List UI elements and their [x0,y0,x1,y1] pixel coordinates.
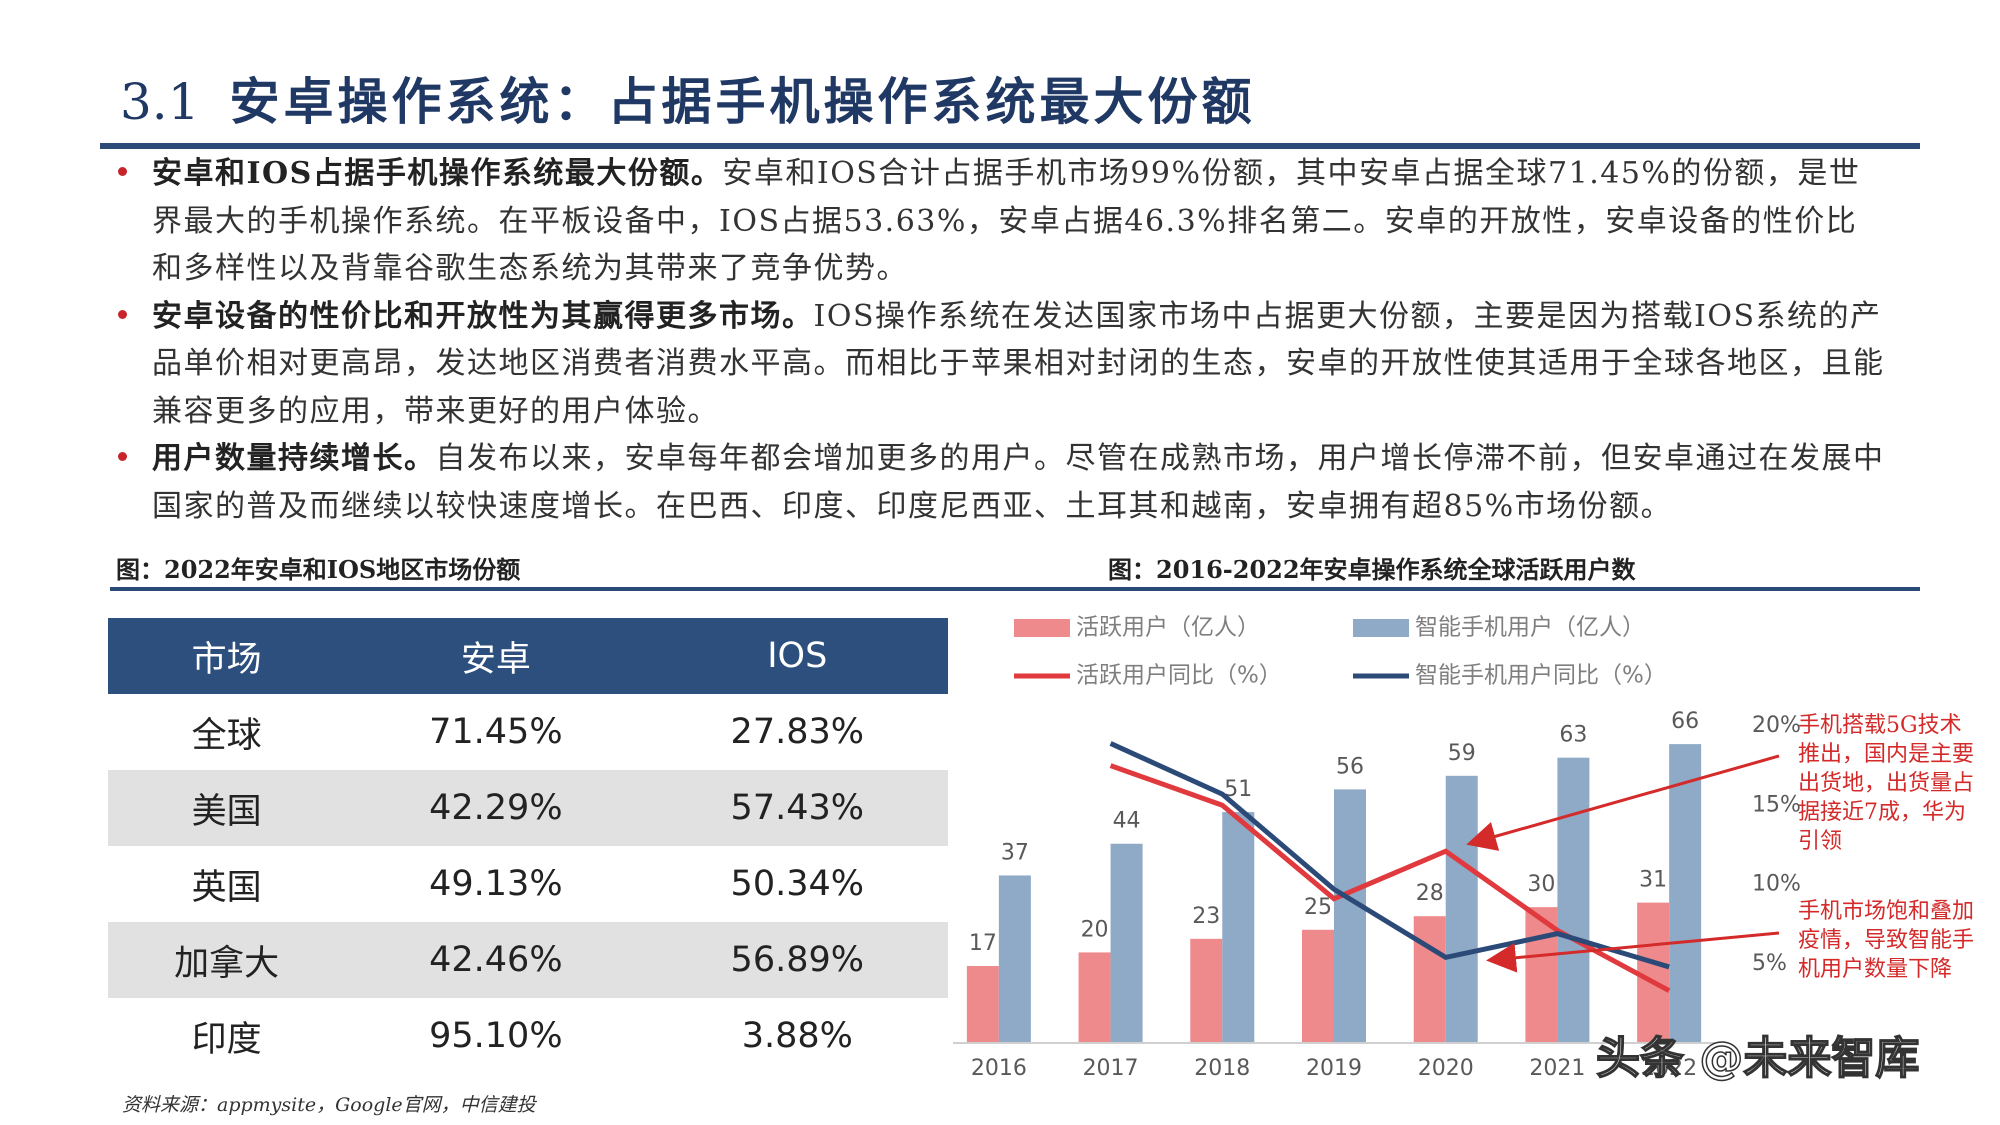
bullet: 用户数量持续增长。自发布以来，安卓每年都会增加更多的用户。尽管在成熟市场，用户增… [118,435,1887,530]
bar [1334,789,1366,1043]
data-label: 25 [1304,895,1332,920]
bullet-heading: 安卓和IOS占据手机操作系统最大份额。 [152,156,723,191]
data-label: 44 [1113,809,1141,834]
bar [1669,744,1702,1043]
annotation: 手机市场饱和叠加疫情，导致智能手机用户数量下降 [1798,899,1975,982]
bar [1525,907,1558,1043]
data-label: 20 [1081,917,1109,942]
x-tick-label: 2021 [1529,1056,1585,1081]
bullet: 安卓和IOS占据手机操作系统最大份额。安卓和IOS合计占据手机市场99%份额，其… [118,150,1887,293]
legend-label: 活跃用户同比（%） [1076,663,1282,689]
table-cell: 印度 [191,1019,262,1060]
table-cell: 50.34% [730,864,865,904]
bar [1302,929,1334,1043]
section-number: 3.1 [120,73,200,131]
table-cell: 美国 [108,770,346,846]
x-tick-label: 2022 [1641,1056,1697,1081]
line [1109,741,1670,970]
y2-tick-label: 5% [1752,951,1787,976]
table-row: 英国 49.13% 50.34% [108,846,948,922]
bar [1557,757,1590,1043]
arrow [1486,931,1780,973]
x-tick-label: 2018 [1194,1056,1250,1081]
bar [1413,916,1446,1043]
bullet-list: 安卓和IOS占据手机操作系统最大份额。安卓和IOS合计占据手机市场99%份额，其… [118,150,1887,530]
bullet-text: 自发布以来，安卓每年都会增加更多的用户。尽管在成熟市场，用户增长停滞不前，但安卓… [152,441,1885,524]
bullet: 安卓设备的性价比和开放性为其赢得更多市场。IOS操作系统在发达国家市场中占据更大… [118,293,1887,436]
header-cell: 安卓 [345,618,647,694]
bar [1078,952,1111,1043]
data-label: 37 [1001,840,1029,865]
bar [998,875,1031,1043]
table-cell: 49.13% [429,864,563,904]
data-label: 59 [1448,741,1476,766]
table-cell: 42.46% [345,922,647,998]
data-label: 31 [1639,868,1667,893]
header-cell: 市场 [108,618,346,694]
y2-tick-label: 15% [1752,792,1801,817]
table-cell: 加拿大 [108,922,346,998]
table-cell: 3.88% [741,1016,853,1056]
data-label: 30 [1527,872,1555,897]
legend-swatch [1014,619,1070,637]
title: 3.1 安卓操作系统：占据手机操作系统最大份额 [120,62,1256,134]
data-label: 66 [1671,709,1699,734]
data-label: 63 [1559,723,1587,748]
data-label: 56 [1336,754,1364,779]
table-cell: 全球 [191,715,262,756]
legend-swatch [1353,619,1409,637]
data-label: 17 [969,931,997,956]
header-cell: IOS [646,618,948,694]
table-cell: 27.83% [730,712,865,752]
bar [1445,775,1478,1043]
table-cell: 71.45% [429,712,563,752]
table-row: 全球 71.45% 27.83% [108,694,948,770]
title-text: 安卓操作系统：占据手机操作系统最大份额 [229,72,1256,131]
x-tick-label: 2019 [1306,1056,1362,1081]
y2-tick-label: 10% [1752,872,1801,897]
table-row: 印度 95.10% 3.88% [108,998,948,1074]
bullet-text: 安卓和IOS合计占据手机市场99%份额，其中安卓占据全球71.45%的份额，是世… [152,156,1861,286]
x-tick-label: 2020 [1418,1056,1474,1081]
legend-label: 智能手机用户（亿人） [1415,615,1645,641]
watermark: 头条 @未来智库 [1595,1032,1920,1085]
bar [1637,902,1670,1043]
annotation: 手机搭载5G技术推出，国内是主要出货地，出货量占据接近7成，华为引领 [1798,713,1975,854]
table-caption: 图：2022年安卓和IOS地区市场份额 [116,555,521,584]
bullet-heading: 安卓设备的性价比和开放性为其赢得更多市场。 [152,298,814,334]
table-cell: 57.43% [646,770,948,846]
legend-label: 活跃用户（亿人） [1076,615,1260,641]
arrow [1466,754,1780,851]
table-row: 美国 42.29% 57.43% [108,770,948,846]
x-tick-label: 2017 [1083,1056,1139,1081]
table-row: 加拿大 42.46% 56.89% [108,922,948,998]
data-label: 28 [1416,881,1444,906]
data-label: 23 [1192,904,1220,929]
source: 资料来源：appmysite，Google官网，中信建投 [122,1094,536,1116]
legend-label: 智能手机用户同比（%） [1415,663,1667,689]
bar [966,966,999,1043]
y2-tick-label: 20% [1752,713,1801,738]
table-cell: 英国 [191,867,262,908]
x-tick-label: 2016 [971,1056,1027,1081]
rule [100,143,1920,149]
chart-caption: 图：2016-2022年安卓操作系统全球活跃用户数 [1108,555,1636,584]
table-cell: 56.89% [646,922,948,998]
bullet-heading: 用户数量持续增长。 [152,441,436,476]
rule [110,587,1920,591]
table-cell: 42.29% [345,770,647,846]
table: 市场 安卓 IOS 全球 71.45% 27.83% 美国 42.29% 57.43% 英国 49.… [108,618,948,1074]
table-cell: 95.10% [429,1016,563,1056]
bar [1190,938,1223,1043]
bar [1222,812,1255,1043]
bullet-text: IOS操作系统在发达国家市场中占据更大份额，主要是因为搭载IOS系统的产品单价相… [152,298,1885,429]
bar [1110,843,1143,1043]
